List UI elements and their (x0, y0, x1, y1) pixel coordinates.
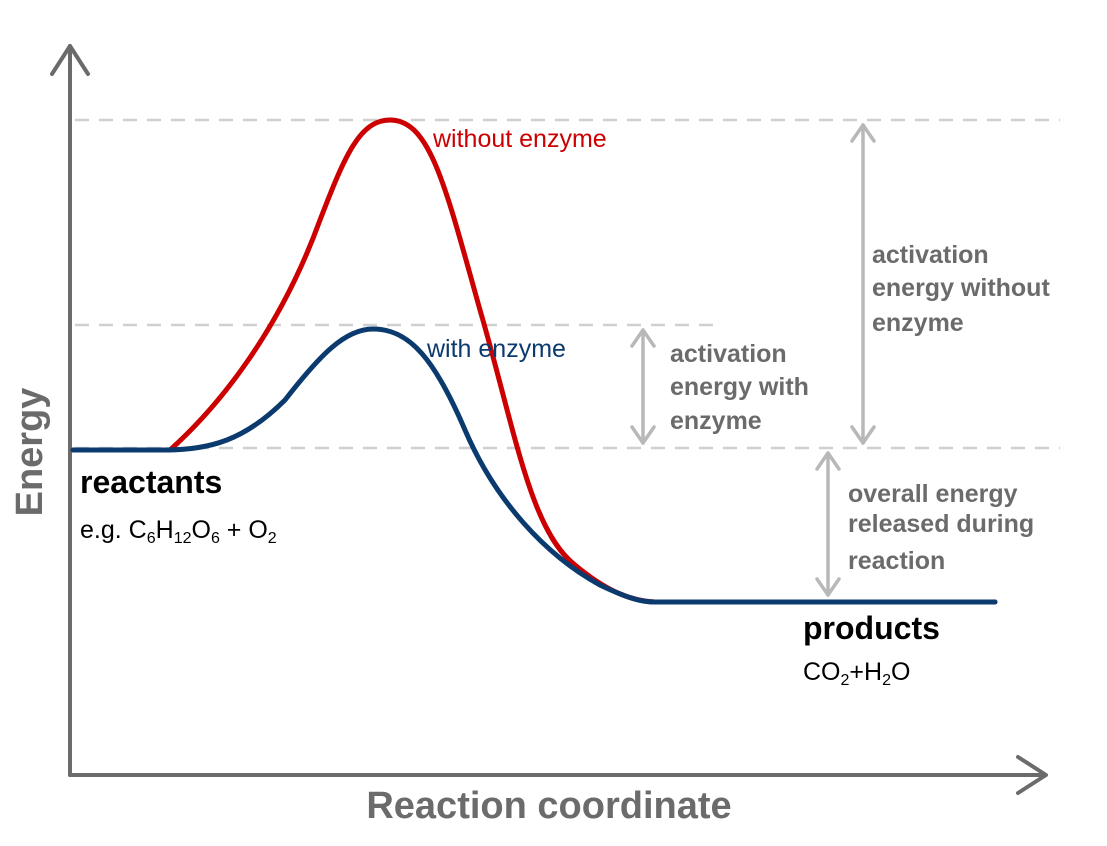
x-axis-arrowhead (1016, 755, 1048, 795)
annotation-line: enzyme (872, 309, 964, 337)
annotation-line: energy with (670, 373, 809, 401)
reactants-formula: e.g. C6H12O6 + O2 (80, 516, 277, 547)
annotation-overall-energy-released: overall energy released during reaction (848, 480, 1034, 575)
curve-with-enzyme (70, 326, 998, 605)
arrow-activation-without-enzyme (850, 123, 876, 445)
annotation-line: activation (670, 340, 787, 368)
curve-without-enzyme (70, 117, 998, 605)
arrow-overall-energy-released (815, 451, 841, 597)
annotation-line: reaction (848, 547, 945, 575)
label-without-enzyme: without enzyme (432, 125, 607, 153)
annotation-line: released during (848, 510, 1034, 538)
y-axis (50, 44, 90, 777)
x-axis-label: Reaction coordinate (366, 785, 731, 827)
annotation-line: activation (872, 241, 989, 269)
products-title: products (803, 610, 940, 646)
annotation-line: overall energy (848, 480, 1018, 508)
arrow-activation-with-enzyme (630, 328, 656, 445)
products-formula: CO2+H2O (803, 658, 910, 689)
annotation-line: energy without (872, 274, 1050, 302)
y-axis-label: Energy (9, 388, 51, 517)
reactants-title: reactants (80, 464, 222, 500)
annotation-activation-without-enzyme: activation energy without enzyme (872, 241, 1050, 337)
annotation-line: enzyme (670, 407, 762, 435)
y-axis-arrowhead (50, 44, 90, 76)
x-axis (68, 755, 1048, 795)
label-with-enzyme: with enzyme (426, 335, 566, 363)
annotation-activation-with-enzyme: activation energy with enzyme (670, 340, 809, 435)
